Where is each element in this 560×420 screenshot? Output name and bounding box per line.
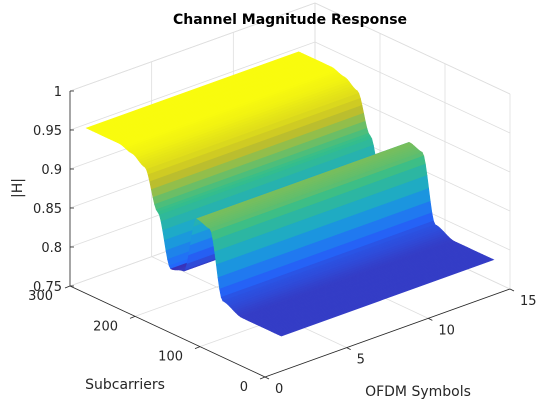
backwall-gridline-z-4 <box>69 41 316 131</box>
z-axis-label: |H| <box>10 178 26 198</box>
y-tick-label-2: 200 <box>93 319 118 334</box>
z-tick-label-0: 0.75 <box>33 280 62 295</box>
x-tick-1 <box>346 347 351 351</box>
y-tick-label-0: 0 <box>240 380 248 395</box>
x-tick-label-2: 10 <box>438 323 455 338</box>
y-tick-3 <box>64 285 71 289</box>
y-axis-label: Subcarriers <box>85 377 165 393</box>
x-axis-label: OFDM Symbols <box>365 384 471 400</box>
surface-layer <box>85 51 495 337</box>
z-tick-label-5: 1 <box>54 85 62 100</box>
sidewall-gridline-z-4 <box>314 41 511 134</box>
z-tick-label-4: 0.95 <box>33 124 62 139</box>
box-edge-back-top <box>69 2 316 92</box>
surface-patch-0 <box>278 258 495 337</box>
y-tick-2 <box>129 315 136 319</box>
z-tick-label-2: 0.85 <box>33 202 62 217</box>
x-axis-line <box>264 288 511 378</box>
axes-layer <box>69 91 511 378</box>
x-tick-2 <box>428 317 433 321</box>
y-tick-1 <box>194 346 201 350</box>
x-tick-label-0: 0 <box>275 382 283 397</box>
x-tick-0 <box>264 376 270 380</box>
z-tick-label-1: 0.8 <box>41 241 62 256</box>
y-tick-label-3: 300 <box>28 289 53 304</box>
y-tick-0 <box>259 376 266 380</box>
x-tick-label-1: 5 <box>357 353 365 368</box>
x-tick-3 <box>509 288 515 292</box>
y-tick-label-1: 100 <box>158 350 183 365</box>
box-edge-right-top <box>314 2 511 95</box>
z-tick-label-3: 0.9 <box>41 163 62 178</box>
chart-title: Channel Magnitude Response <box>173 12 407 28</box>
x-tick-label-3: 15 <box>520 294 537 309</box>
y-axis-line <box>69 285 266 378</box>
